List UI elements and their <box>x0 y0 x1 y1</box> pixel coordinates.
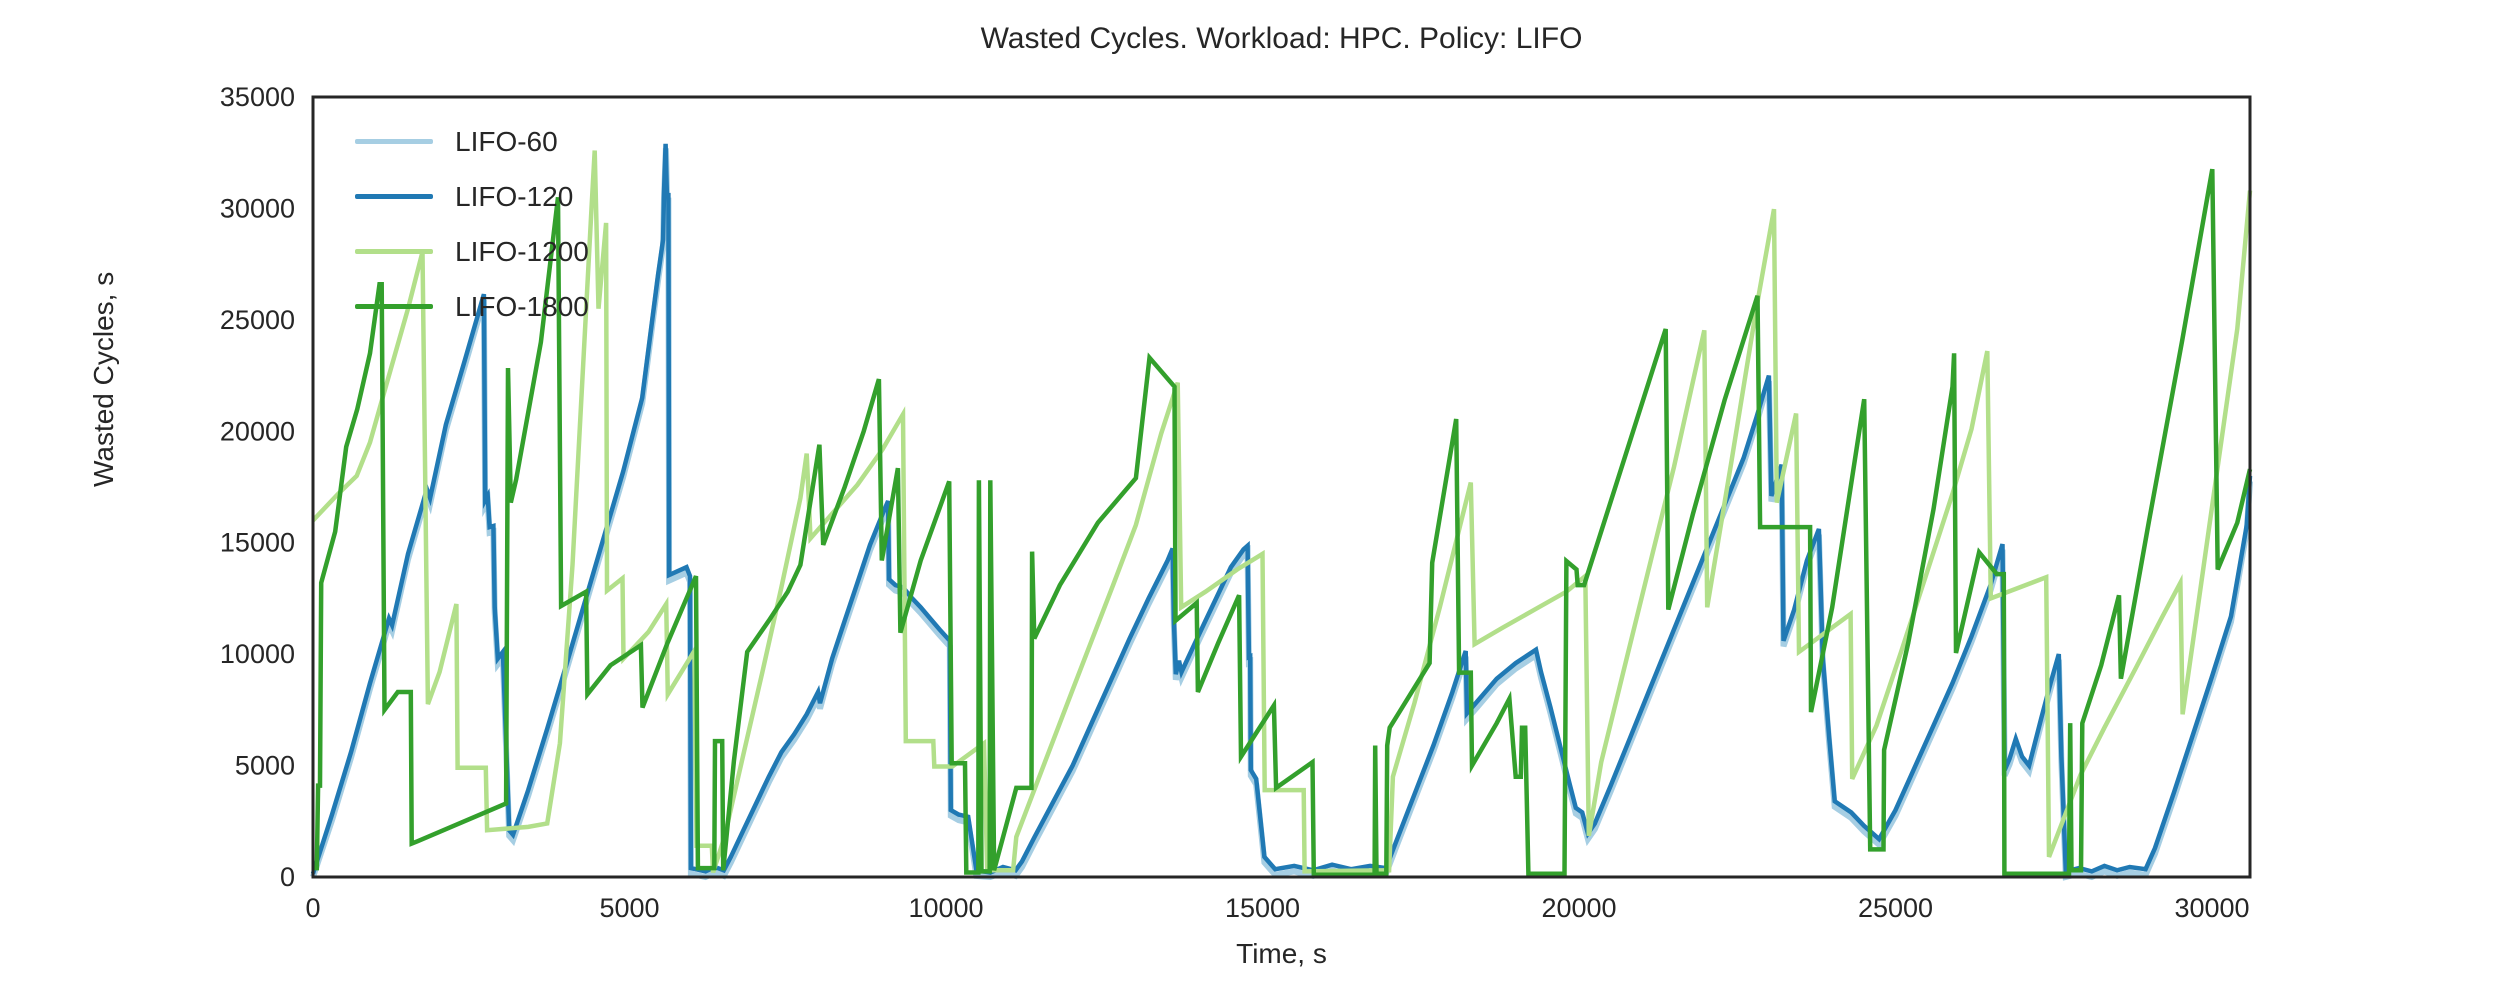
y-tick-label-30000: 30000 <box>220 193 295 223</box>
legend-item-LIFO-1800: LIFO-1800 <box>355 283 589 330</box>
y-tick-label-25000: 25000 <box>220 305 295 335</box>
chart-title: Wasted Cycles. Workload: HPC. Policy: LI… <box>980 22 1583 55</box>
legend-item-LIFO-120: LIFO-120 <box>355 173 589 220</box>
x-axis-label: Time, s <box>1236 938 1327 969</box>
legend-item-LIFO-1200: LIFO-1200 <box>355 228 589 275</box>
x-tick-label-15000: 15000 <box>1225 893 1300 923</box>
y-tick-label-20000: 20000 <box>220 416 295 446</box>
series-line-LIFO-1800 <box>313 168 2253 878</box>
legend-swatch-LIFO-1200 <box>355 249 433 254</box>
legend-label-LIFO-60: LIFO-60 <box>455 125 558 157</box>
x-tick-label-30000: 30000 <box>2174 893 2249 923</box>
y-tick-label-5000: 5000 <box>235 751 295 781</box>
legend-label-LIFO-1200: LIFO-1200 <box>455 235 589 267</box>
series-line-LIFO-120 <box>310 143 2253 875</box>
legend-item-LIFO-60: LIFO-60 <box>355 118 589 165</box>
legend-label-LIFO-120: LIFO-120 <box>455 180 574 212</box>
y-tick-label-0: 0 <box>280 862 295 892</box>
series-line-LIFO-1200 <box>311 150 2253 874</box>
x-tick-label-10000: 10000 <box>908 893 983 923</box>
y-tick-label-35000: 35000 <box>220 82 295 112</box>
y-tick-label-15000: 15000 <box>220 528 295 558</box>
x-tick-label-0: 0 <box>305 893 320 923</box>
legend-swatch-LIFO-120 <box>355 194 433 199</box>
x-tick-label-5000: 5000 <box>599 893 659 923</box>
x-tick-label-25000: 25000 <box>1858 893 1933 923</box>
legend-swatch-LIFO-1800 <box>355 304 433 309</box>
x-tick-label-20000: 20000 <box>1541 893 1616 923</box>
legend-label-LIFO-1800: LIFO-1800 <box>455 290 589 322</box>
axes-spines <box>311 95 2252 879</box>
legend: LIFO-60 LIFO-120 LIFO-1200 LIFO-1800 <box>355 118 589 330</box>
legend-swatch-LIFO-60 <box>355 139 433 144</box>
y-tick-label-10000: 10000 <box>220 639 295 669</box>
